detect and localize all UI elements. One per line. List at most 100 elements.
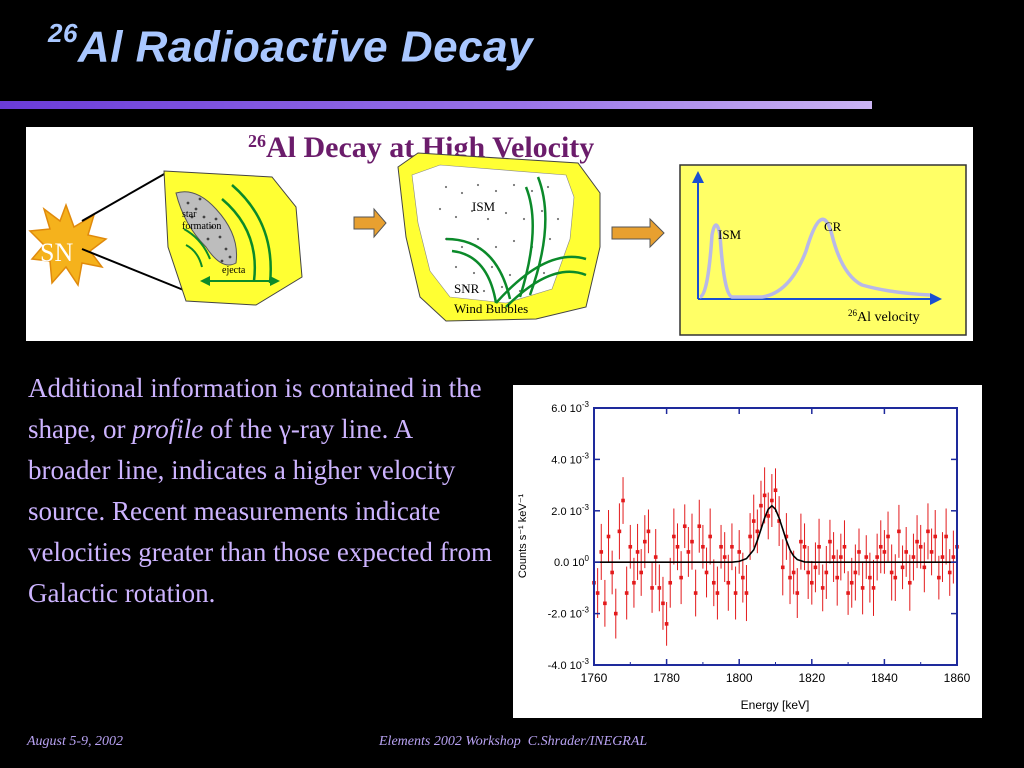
data-point bbox=[632, 580, 636, 585]
data-point bbox=[668, 580, 673, 585]
decay-diagram: 26Al Decay at High Velocity SN star form… bbox=[26, 127, 973, 341]
y-tick-label: 6.0 10-3 bbox=[551, 400, 589, 415]
x-tick-label: 1800 bbox=[726, 671, 753, 685]
data-point bbox=[639, 570, 643, 575]
data-point bbox=[762, 493, 767, 498]
title-underline bbox=[0, 101, 872, 109]
data-point bbox=[889, 570, 894, 575]
supernova-label: SN bbox=[40, 238, 73, 267]
star-formation-label-line1: star bbox=[182, 209, 197, 220]
y-axis-label: Counts s⁻¹ keV⁻¹ bbox=[517, 493, 529, 578]
data-point bbox=[613, 611, 618, 616]
data-point bbox=[806, 570, 810, 575]
data-point bbox=[893, 575, 898, 580]
data-point bbox=[937, 575, 941, 580]
data-point bbox=[748, 534, 752, 539]
x-tick-label: 1820 bbox=[798, 671, 825, 685]
data-point bbox=[733, 591, 738, 595]
ejecta-region: star formation ejecta bbox=[163, 170, 303, 306]
data-point bbox=[947, 570, 952, 575]
data-point bbox=[773, 488, 778, 493]
profile-ism-label: ISM bbox=[718, 227, 742, 242]
data-point bbox=[693, 591, 698, 595]
data-point bbox=[835, 575, 840, 580]
data-point bbox=[701, 544, 705, 549]
data-point bbox=[697, 524, 702, 529]
y-tick-label: -4.0 10-3 bbox=[548, 657, 590, 672]
data-point bbox=[820, 586, 825, 590]
body-text-italic: profile bbox=[132, 414, 204, 444]
data-point bbox=[624, 591, 629, 595]
velocity-profile-panel: ISM CR 26Al velocity bbox=[679, 164, 967, 336]
snr-label: SNR bbox=[454, 281, 480, 296]
data-point bbox=[940, 555, 945, 559]
data-point bbox=[759, 503, 763, 508]
data-point bbox=[817, 544, 821, 549]
data-point bbox=[643, 539, 647, 544]
data-point bbox=[730, 544, 734, 549]
velocity-axis-label: 26Al velocity bbox=[848, 308, 920, 325]
y-tick-label: 0.0 100 bbox=[554, 554, 590, 569]
data-point bbox=[860, 586, 865, 590]
spectrum-chart: 1760 1780 1800 1820 1840 1860 -4.0 10-3 -2.0 10… bbox=[513, 385, 982, 718]
data-point bbox=[929, 550, 934, 554]
data-point bbox=[755, 529, 760, 534]
data-point bbox=[715, 591, 720, 595]
data-point bbox=[675, 544, 680, 549]
body-text-1: Additional information is contained in t… bbox=[28, 373, 482, 444]
data-point bbox=[741, 575, 745, 580]
x-axis-label: Energy [keV] bbox=[741, 698, 810, 712]
title-mass-number: 26 bbox=[48, 18, 78, 48]
data-point bbox=[722, 555, 727, 559]
data-point bbox=[646, 529, 651, 534]
y-tick-label: -2.0 10-3 bbox=[548, 606, 590, 621]
data-point bbox=[751, 519, 756, 523]
data-point bbox=[711, 580, 716, 585]
data-point bbox=[795, 591, 800, 595]
data-point bbox=[766, 514, 771, 518]
data-point bbox=[839, 555, 843, 559]
data-point bbox=[853, 570, 858, 575]
data-point bbox=[922, 565, 927, 570]
data-point bbox=[828, 539, 832, 544]
gaussian-fit-line bbox=[594, 504, 957, 563]
data-point bbox=[603, 601, 607, 606]
data-point bbox=[897, 529, 901, 534]
data-point bbox=[704, 570, 709, 575]
data-point bbox=[664, 622, 669, 626]
data-point bbox=[802, 544, 807, 549]
velocity-axis-text: Al velocity bbox=[857, 310, 920, 325]
data-point bbox=[918, 544, 923, 549]
data-point bbox=[784, 534, 789, 539]
data-point bbox=[777, 519, 781, 523]
y-tick-label: 2.0 10-3 bbox=[551, 503, 589, 518]
data-point bbox=[653, 555, 658, 559]
data-point bbox=[635, 550, 640, 554]
zoom-line-bottom bbox=[81, 248, 187, 292]
data-point bbox=[719, 544, 723, 549]
wind-bubbles-label: Wind Bubbles bbox=[454, 301, 528, 316]
data-point bbox=[842, 544, 847, 549]
data-point bbox=[878, 544, 883, 549]
data-point bbox=[595, 591, 600, 595]
data-point bbox=[799, 539, 803, 544]
data-point bbox=[813, 565, 818, 570]
x-tick-label: 1780 bbox=[653, 671, 680, 685]
data-point bbox=[621, 498, 625, 503]
data-point bbox=[951, 555, 956, 559]
data-point bbox=[911, 555, 916, 559]
data-point bbox=[690, 539, 694, 544]
data-point bbox=[908, 580, 912, 585]
data-point bbox=[831, 555, 836, 559]
data-point bbox=[628, 544, 633, 549]
data-point bbox=[875, 555, 879, 559]
diagram-heading-sup: 26 bbox=[248, 131, 266, 151]
data-point bbox=[780, 565, 785, 570]
supernova-starburst: SN bbox=[28, 202, 108, 287]
data-point bbox=[606, 534, 611, 539]
arrow-1 bbox=[353, 207, 387, 239]
profile-cr-label: CR bbox=[824, 219, 842, 234]
data-point bbox=[944, 534, 948, 539]
x-tick-label: 1760 bbox=[581, 671, 608, 685]
data-point bbox=[882, 550, 887, 554]
